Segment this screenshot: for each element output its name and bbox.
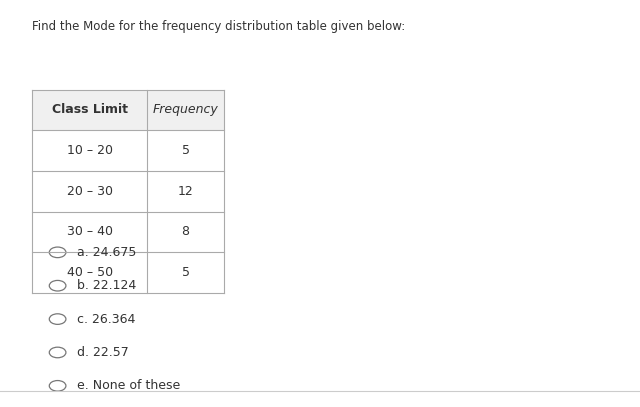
Text: 5: 5 <box>182 266 189 279</box>
Text: Class Limit: Class Limit <box>52 103 127 116</box>
Text: c. 26.364: c. 26.364 <box>77 313 136 326</box>
Text: 12: 12 <box>178 185 193 198</box>
Text: d. 22.57: d. 22.57 <box>77 346 129 359</box>
Text: 8: 8 <box>182 225 189 239</box>
Text: 30 – 40: 30 – 40 <box>67 225 113 239</box>
Text: 10 – 20: 10 – 20 <box>67 144 113 157</box>
Text: Frequency: Frequency <box>153 103 218 116</box>
Text: Find the Mode for the frequency distribution table given below:: Find the Mode for the frequency distribu… <box>32 20 405 33</box>
Text: 40 – 50: 40 – 50 <box>67 266 113 279</box>
Text: e. None of these: e. None of these <box>77 379 180 392</box>
Text: 5: 5 <box>182 144 189 157</box>
Text: 20 – 30: 20 – 30 <box>67 185 113 198</box>
Text: a. 24.675: a. 24.675 <box>77 246 137 259</box>
Text: b. 22.124: b. 22.124 <box>77 279 137 292</box>
